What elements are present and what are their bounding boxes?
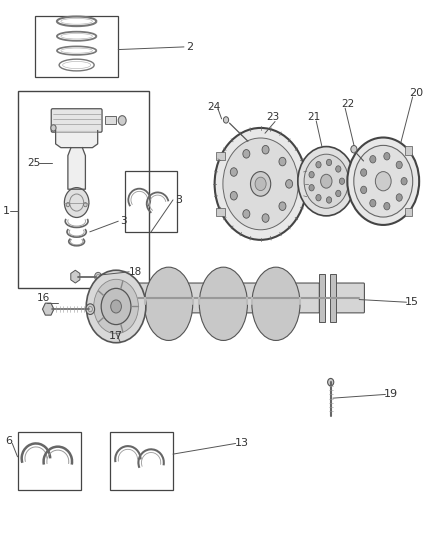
Circle shape xyxy=(347,138,419,225)
Circle shape xyxy=(360,186,367,193)
Ellipse shape xyxy=(252,267,300,341)
Ellipse shape xyxy=(199,267,247,341)
Circle shape xyxy=(321,174,332,188)
Text: 18: 18 xyxy=(129,267,142,277)
Circle shape xyxy=(118,116,126,125)
Text: 3: 3 xyxy=(120,216,127,226)
FancyBboxPatch shape xyxy=(51,109,102,132)
Circle shape xyxy=(336,190,341,197)
Circle shape xyxy=(262,214,269,222)
Text: 20: 20 xyxy=(409,88,423,98)
Circle shape xyxy=(328,378,334,386)
Circle shape xyxy=(215,128,307,240)
Bar xyxy=(35,16,118,77)
Circle shape xyxy=(51,125,56,131)
Circle shape xyxy=(255,177,266,191)
Text: 1: 1 xyxy=(3,206,10,215)
Circle shape xyxy=(95,272,102,281)
Text: 17: 17 xyxy=(109,331,123,341)
Text: 13: 13 xyxy=(235,439,249,448)
FancyBboxPatch shape xyxy=(128,283,161,313)
Circle shape xyxy=(384,152,390,160)
Circle shape xyxy=(230,191,237,200)
Text: 2: 2 xyxy=(186,42,193,52)
Circle shape xyxy=(111,300,121,313)
Circle shape xyxy=(66,203,70,207)
Polygon shape xyxy=(56,131,98,148)
Bar xyxy=(18,91,149,288)
Circle shape xyxy=(64,188,89,217)
Circle shape xyxy=(94,279,138,334)
Text: 16: 16 xyxy=(37,294,50,303)
Text: 23: 23 xyxy=(266,112,279,122)
Circle shape xyxy=(84,203,87,207)
Circle shape xyxy=(401,177,407,185)
Circle shape xyxy=(326,159,332,166)
Bar xyxy=(18,432,81,490)
Circle shape xyxy=(326,197,332,203)
Text: 15: 15 xyxy=(405,297,419,307)
Circle shape xyxy=(262,146,269,154)
Circle shape xyxy=(354,146,413,217)
Bar xyxy=(405,146,412,155)
Circle shape xyxy=(101,288,131,325)
Bar xyxy=(405,208,412,216)
Bar xyxy=(330,274,336,322)
Circle shape xyxy=(86,270,146,343)
FancyBboxPatch shape xyxy=(290,283,319,313)
Bar xyxy=(216,151,225,160)
Text: 19: 19 xyxy=(384,390,398,399)
Circle shape xyxy=(396,161,402,168)
Bar xyxy=(319,274,325,322)
Circle shape xyxy=(279,157,286,166)
Circle shape xyxy=(286,180,293,188)
FancyBboxPatch shape xyxy=(332,283,364,313)
Polygon shape xyxy=(68,148,85,189)
Text: 25: 25 xyxy=(28,158,41,167)
Circle shape xyxy=(223,138,298,230)
Bar xyxy=(125,171,177,232)
Bar xyxy=(110,432,173,490)
Circle shape xyxy=(316,161,321,168)
FancyBboxPatch shape xyxy=(184,283,214,313)
Circle shape xyxy=(375,172,391,191)
Text: 24: 24 xyxy=(207,102,220,111)
Text: 3: 3 xyxy=(175,195,182,205)
Circle shape xyxy=(309,184,314,191)
Circle shape xyxy=(309,172,314,178)
Circle shape xyxy=(384,203,390,210)
Circle shape xyxy=(396,194,402,201)
Ellipse shape xyxy=(145,267,193,341)
Bar xyxy=(105,116,116,124)
Circle shape xyxy=(339,178,345,184)
Circle shape xyxy=(316,195,321,201)
Bar xyxy=(216,207,225,216)
Text: 21: 21 xyxy=(307,112,320,122)
Circle shape xyxy=(86,304,95,314)
Circle shape xyxy=(336,166,341,172)
Circle shape xyxy=(243,150,250,158)
Circle shape xyxy=(370,156,376,163)
Circle shape xyxy=(304,154,349,208)
Text: 22: 22 xyxy=(342,100,355,109)
Circle shape xyxy=(223,117,229,123)
Circle shape xyxy=(351,146,357,153)
Circle shape xyxy=(298,147,355,216)
Text: 6: 6 xyxy=(5,437,12,446)
Circle shape xyxy=(251,172,271,196)
Circle shape xyxy=(360,169,367,176)
Circle shape xyxy=(230,168,237,176)
Circle shape xyxy=(370,199,376,207)
Circle shape xyxy=(243,209,250,218)
FancyBboxPatch shape xyxy=(237,283,267,313)
Circle shape xyxy=(279,202,286,211)
